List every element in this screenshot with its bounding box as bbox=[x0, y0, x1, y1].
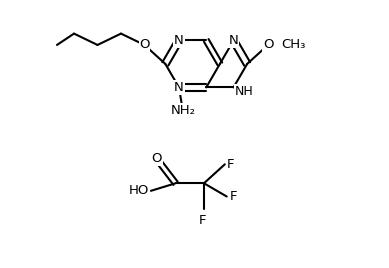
Text: F: F bbox=[198, 214, 206, 226]
Text: O: O bbox=[151, 152, 162, 165]
Text: O: O bbox=[139, 39, 150, 51]
Text: O: O bbox=[263, 39, 273, 51]
Text: NH: NH bbox=[235, 85, 254, 98]
Text: HO: HO bbox=[129, 184, 149, 197]
Text: N: N bbox=[229, 34, 238, 47]
Text: NH₂: NH₂ bbox=[170, 104, 195, 117]
Text: F: F bbox=[230, 190, 237, 203]
Text: N: N bbox=[174, 34, 184, 47]
Text: F: F bbox=[227, 158, 234, 171]
Text: N: N bbox=[174, 81, 184, 94]
Text: CH₃: CH₃ bbox=[281, 39, 306, 51]
